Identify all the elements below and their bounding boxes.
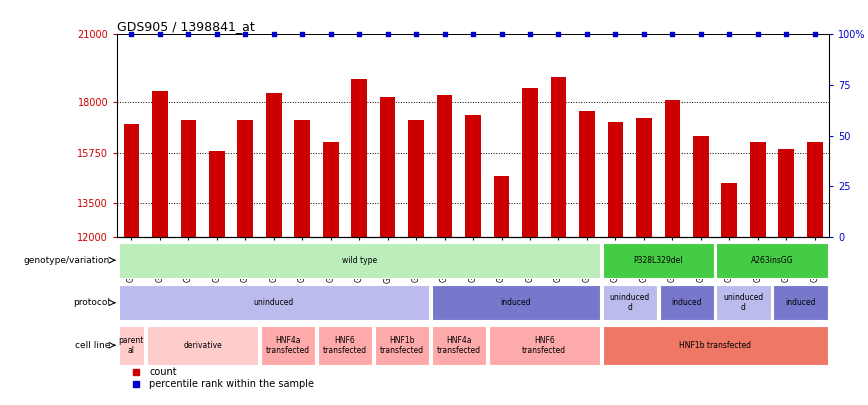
Point: [495, 31, 509, 38]
Point: [808, 31, 822, 38]
Legend: count, percentile rank within the sample: count, percentile rank within the sample: [122, 363, 319, 393]
Bar: [238, 120, 253, 237]
Bar: [119, 285, 429, 320]
Bar: [465, 115, 481, 237]
Bar: [807, 143, 823, 237]
Text: protocol: protocol: [73, 298, 110, 307]
Point: [608, 31, 622, 38]
Text: HNF4a
transfected: HNF4a transfected: [266, 336, 310, 355]
Bar: [779, 149, 794, 237]
Point: [239, 31, 253, 38]
Point: [751, 31, 765, 38]
Bar: [408, 120, 424, 237]
Bar: [773, 285, 827, 320]
Point: [324, 31, 338, 38]
Point: [694, 31, 707, 38]
Bar: [550, 77, 566, 237]
Text: HNF1b transfected: HNF1b transfected: [679, 341, 751, 350]
Bar: [693, 136, 708, 237]
Text: GDS905 / 1398841_at: GDS905 / 1398841_at: [117, 20, 255, 33]
Bar: [716, 243, 827, 278]
Bar: [152, 91, 168, 237]
Bar: [352, 79, 367, 237]
Point: [666, 31, 680, 38]
Text: HNF6
transfected: HNF6 transfected: [523, 336, 566, 355]
Point: [352, 31, 366, 38]
Bar: [181, 120, 196, 237]
Bar: [602, 243, 713, 278]
Text: induced: induced: [786, 298, 816, 307]
Text: uninduced
d: uninduced d: [723, 293, 764, 312]
Bar: [209, 151, 225, 237]
Bar: [602, 285, 657, 320]
Text: HNF6
transfected: HNF6 transfected: [323, 336, 367, 355]
Text: wild type: wild type: [342, 256, 377, 265]
Bar: [123, 124, 139, 237]
Text: uninduced: uninduced: [253, 298, 294, 307]
Point: [381, 31, 395, 38]
Text: cell line: cell line: [75, 341, 110, 350]
Point: [580, 31, 594, 38]
Text: HNF1b
transfected: HNF1b transfected: [380, 336, 424, 355]
Bar: [119, 326, 144, 365]
Text: derivative: derivative: [183, 341, 222, 350]
Bar: [119, 243, 600, 278]
Bar: [380, 98, 396, 237]
Bar: [147, 326, 258, 365]
Point: [637, 31, 651, 38]
Point: [409, 31, 423, 38]
Bar: [602, 326, 827, 365]
Point: [722, 31, 736, 38]
Point: [266, 31, 280, 38]
Bar: [665, 100, 681, 237]
Bar: [523, 88, 538, 237]
Bar: [266, 93, 281, 237]
Bar: [431, 326, 486, 365]
Text: HNF4a
transfected: HNF4a transfected: [437, 336, 481, 355]
Point: [779, 31, 793, 38]
Text: parent
al: parent al: [119, 336, 144, 355]
Text: induced: induced: [501, 298, 531, 307]
Point: [466, 31, 480, 38]
Bar: [437, 95, 452, 237]
Point: [210, 31, 224, 38]
Point: [551, 31, 565, 38]
Point: [523, 31, 537, 38]
Bar: [750, 143, 766, 237]
Bar: [579, 111, 595, 237]
Text: P328L329del: P328L329del: [634, 256, 683, 265]
Bar: [318, 326, 372, 365]
Bar: [721, 183, 737, 237]
Bar: [323, 143, 339, 237]
Bar: [375, 326, 429, 365]
Bar: [294, 120, 310, 237]
Point: [181, 31, 195, 38]
Bar: [494, 176, 510, 237]
Point: [437, 31, 451, 38]
Bar: [489, 326, 600, 365]
Point: [124, 31, 138, 38]
Bar: [261, 326, 315, 365]
Bar: [636, 118, 652, 237]
Point: [153, 31, 167, 38]
Bar: [431, 285, 600, 320]
Bar: [608, 122, 623, 237]
Bar: [716, 285, 771, 320]
Text: genotype/variation: genotype/variation: [23, 256, 110, 265]
Text: induced: induced: [671, 298, 702, 307]
Bar: [660, 285, 713, 320]
Text: A263insGG: A263insGG: [751, 256, 793, 265]
Text: uninduced
d: uninduced d: [609, 293, 650, 312]
Point: [295, 31, 309, 38]
